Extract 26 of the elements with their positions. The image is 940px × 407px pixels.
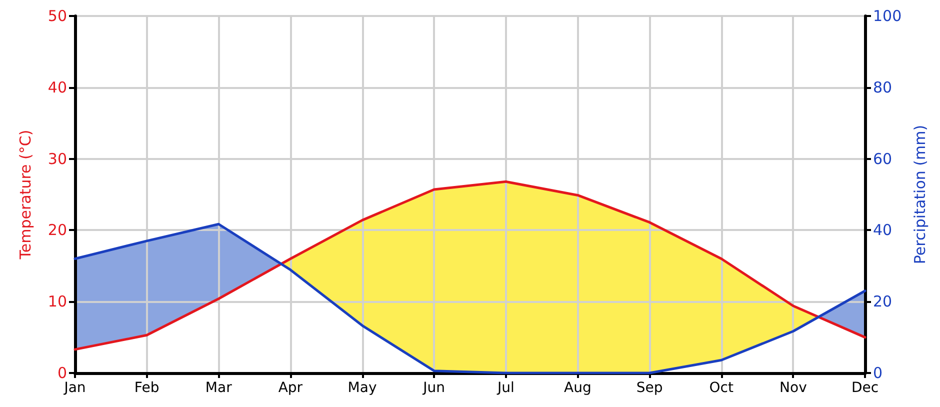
x-tick-label: Aug: [564, 380, 592, 396]
x-tick-label: Oct: [709, 380, 734, 396]
y2-tick-label: 20: [873, 292, 892, 311]
x-tick-label: Jun: [422, 380, 446, 396]
y2-tick-label: 40: [873, 221, 892, 240]
x-tick-label: Sep: [636, 380, 663, 396]
y-tick-label: 20: [48, 221, 67, 240]
x-tick-label: Jan: [63, 380, 86, 396]
y-tick-label: 30: [48, 150, 67, 168]
y2-tick-label: 60: [873, 150, 892, 168]
x-tick-label: May: [348, 380, 377, 396]
y2-tick-label: 80: [873, 78, 892, 96]
y-tick-label: 50: [48, 7, 67, 25]
y-tick-label: 40: [48, 78, 67, 96]
y2-tick-label: 100: [873, 7, 902, 25]
y-tick-label: 0: [57, 364, 67, 382]
y2-tick-label: 0: [873, 364, 883, 382]
x-tick-label: Feb: [134, 380, 160, 396]
y-tick-label: 10: [48, 292, 67, 311]
x-tick-label: Dec: [851, 380, 879, 396]
x-tick-label: Nov: [780, 380, 807, 396]
x-tick-label: Jul: [496, 380, 514, 396]
x-tick-label: Apr: [278, 380, 303, 396]
y-axis-title: Temperature (°C): [16, 130, 34, 260]
x-tick-label: Mar: [205, 380, 232, 396]
y2-axis-title: Percipitation (mm): [911, 124, 930, 264]
